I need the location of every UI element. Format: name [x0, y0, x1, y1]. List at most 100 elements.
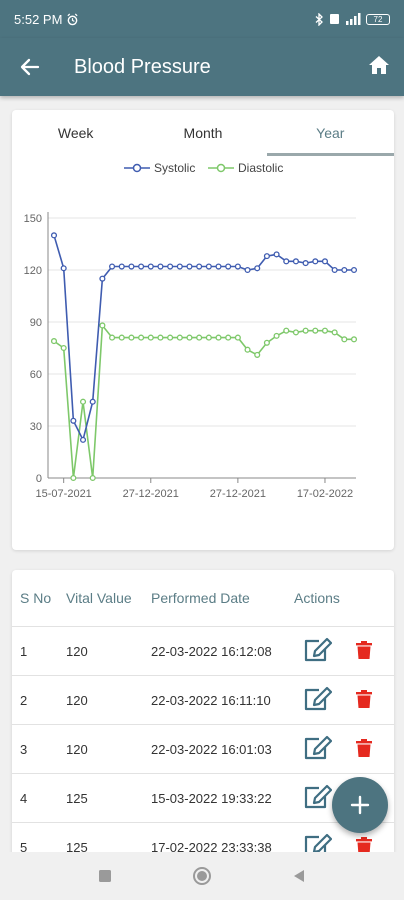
data-point-systolic — [157, 263, 164, 270]
data-point-diastolic — [302, 327, 309, 334]
data-point-diastolic — [244, 346, 251, 353]
data-point-systolic — [89, 398, 96, 405]
data-point-systolic — [118, 263, 125, 270]
data-point-systolic — [50, 232, 58, 239]
data-point-diastolic — [273, 332, 280, 339]
cell-sno: 1 — [20, 643, 28, 659]
delete-icon — [356, 836, 372, 855]
delete-icon — [356, 738, 372, 757]
data-point-systolic — [176, 263, 183, 270]
data-point-diastolic — [350, 336, 358, 343]
data-point-systolic — [109, 263, 116, 270]
data-point-diastolic — [147, 334, 154, 341]
data-point-diastolic — [215, 334, 222, 341]
x-tick-label: 27-12-2021 — [123, 488, 179, 500]
data-point-diastolic — [331, 329, 338, 336]
delete-button[interactable] — [356, 836, 372, 858]
data-point-diastolic — [70, 474, 77, 482]
sim-icon — [330, 14, 339, 24]
data-point-diastolic — [254, 351, 261, 358]
data-point-diastolic — [283, 327, 290, 334]
data-point-diastolic — [341, 336, 348, 343]
edit-icon — [304, 735, 333, 759]
data-point-systolic — [234, 263, 241, 270]
edit-button[interactable] — [302, 686, 333, 715]
data-point-diastolic — [118, 334, 125, 341]
data-point-diastolic — [234, 334, 241, 341]
period-tabs: Week Month Year — [12, 110, 394, 156]
x-tick-label: 17-02-2022 — [297, 488, 353, 500]
data-point-diastolic — [138, 334, 145, 341]
legend-label: Systolic — [154, 161, 195, 175]
data-point-systolic — [341, 266, 348, 274]
status-time: 5:52 PM — [14, 11, 63, 27]
data-point-systolic — [167, 263, 174, 270]
plus-icon — [350, 795, 370, 815]
tab-year[interactable]: Year — [266, 110, 394, 156]
edit-icon — [304, 686, 333, 710]
y-tick-label: 120 — [24, 265, 42, 277]
edit-button[interactable] — [302, 784, 333, 813]
data-point-systolic — [60, 265, 67, 272]
cell-vital-value: 125 — [66, 839, 88, 855]
delete-icon — [356, 689, 372, 708]
data-point-systolic — [292, 258, 299, 265]
recent-apps-icon[interactable] — [98, 869, 112, 883]
y-tick-label: 60 — [30, 369, 42, 381]
data-point-diastolic — [109, 334, 116, 341]
table-row: 3 120 22-03-2022 16:01:03 — [12, 725, 394, 774]
data-point-diastolic — [312, 327, 319, 334]
home-nav-icon[interactable] — [192, 866, 212, 886]
data-point-diastolic — [128, 334, 135, 341]
delete-button[interactable] — [356, 640, 372, 662]
header-vital-value: Vital Value — [66, 590, 132, 606]
data-point-systolic — [350, 266, 358, 274]
add-reading-button[interactable] — [332, 777, 388, 833]
data-point-diastolic — [60, 344, 67, 352]
data-point-diastolic — [225, 334, 232, 341]
data-point-diastolic — [292, 329, 299, 336]
delete-button[interactable] — [356, 689, 372, 711]
edit-button[interactable] — [302, 735, 333, 764]
data-point-systolic — [273, 251, 280, 258]
legend-marker — [132, 163, 142, 173]
data-point-systolic — [196, 263, 203, 270]
cell-vital-value: 125 — [66, 790, 88, 806]
data-point-diastolic — [321, 327, 329, 334]
back-button[interactable] — [0, 57, 60, 77]
home-icon — [369, 55, 389, 74]
cell-vital-value: 120 — [66, 643, 88, 659]
data-point-systolic — [321, 258, 329, 265]
status-bar: 5:52 PM 72 — [0, 0, 404, 38]
cell-performed-date: 22-03-2022 16:12:08 — [151, 643, 272, 659]
data-point-diastolic — [157, 334, 164, 341]
cell-performed-date: 17-02-2022 23:33:38 — [151, 839, 272, 855]
data-point-systolic — [215, 263, 222, 270]
battery-icon: 72 — [366, 13, 390, 25]
data-point-diastolic — [205, 334, 212, 341]
data-point-diastolic — [99, 322, 106, 329]
cell-sno: 5 — [20, 839, 28, 855]
x-tick-label: 15-07-2021 — [36, 488, 92, 500]
delete-button[interactable] — [356, 738, 372, 760]
tab-week[interactable]: Week — [57, 125, 94, 141]
data-point-systolic — [138, 263, 145, 270]
blood-pressure-chart: Systolic Diastolic 0 30 60 90 120 150 15-07-2021… — [24, 161, 358, 500]
tab-month[interactable]: Month — [183, 125, 223, 141]
table-row: 1 120 22-03-2022 16:12:08 — [12, 627, 394, 676]
cell-actions — [288, 637, 394, 666]
y-tick-label: 90 — [30, 317, 42, 329]
table-row: 2 120 22-03-2022 16:11:10 — [12, 676, 394, 725]
data-point-systolic — [263, 253, 270, 260]
data-point-systolic — [205, 263, 212, 270]
cell-sno: 2 — [20, 692, 28, 708]
data-point-systolic — [225, 263, 232, 270]
cell-sno: 3 — [20, 741, 28, 757]
cell-performed-date: 15-03-2022 19:33:22 — [151, 790, 272, 806]
home-button[interactable] — [368, 55, 390, 80]
edit-button[interactable] — [302, 637, 333, 666]
back-nav-icon[interactable] — [292, 869, 306, 883]
header-sno: S No — [20, 590, 52, 606]
header-performed-date: Performed Date — [151, 590, 250, 606]
data-point-systolic — [70, 417, 77, 424]
